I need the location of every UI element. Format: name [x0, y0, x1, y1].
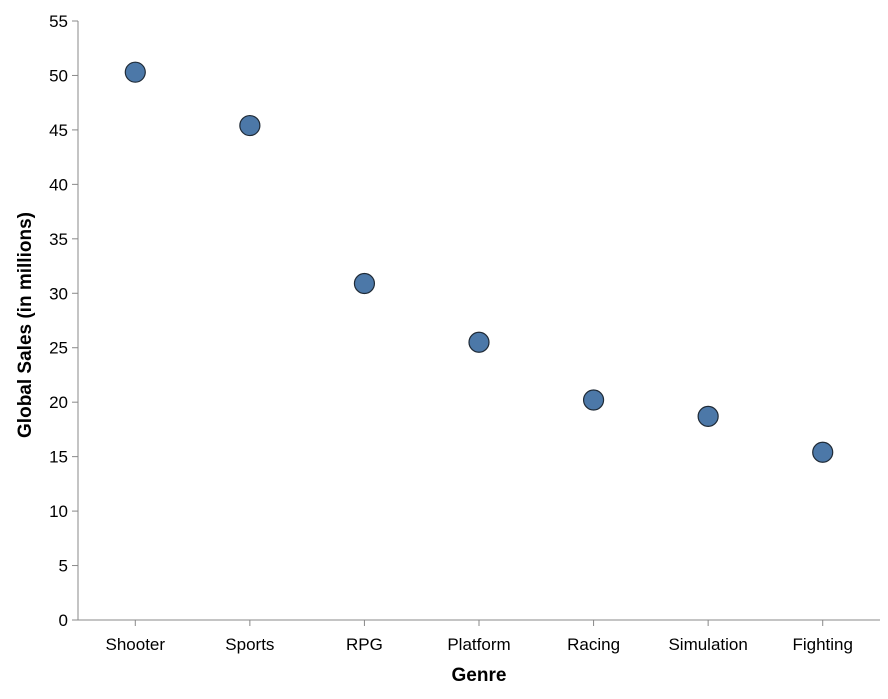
y-tick-label: 25: [49, 339, 68, 358]
x-tick-label: Fighting: [792, 635, 852, 654]
data-point-platform: [468, 331, 490, 353]
x-axis: Shooter Sports RPG Platform Racing Simulation…: [78, 619, 880, 654]
x-tick-label: Platform: [447, 635, 510, 654]
y-tick-label: 45: [49, 121, 68, 140]
x-tick-label: Sports: [225, 635, 274, 654]
y-tick-label: 0: [59, 611, 68, 630]
data-point-rpg: [353, 272, 376, 295]
y-tick-label: 20: [49, 393, 68, 412]
data-point-shooter: [124, 61, 146, 83]
y-tick-label: 15: [49, 448, 68, 467]
x-tick-label: RPG: [346, 635, 383, 654]
y-tick-label: 50: [49, 66, 68, 85]
x-axis-title: Genre: [452, 665, 507, 686]
y-tick-label: 55: [49, 12, 68, 31]
y-axis: 0 5 10 15 20 25 30 35 40 45 50 55: [49, 12, 79, 630]
y-tick-label: 40: [49, 175, 68, 194]
y-axis-title: Global Sales (in millions): [15, 212, 36, 438]
data-points: [124, 61, 834, 463]
data-point-sports: [239, 114, 261, 137]
x-tick-label: Racing: [567, 635, 620, 654]
x-tick-label: Simulation: [668, 635, 747, 654]
data-point-simulation: [697, 405, 719, 427]
y-tick-label: 30: [49, 284, 68, 303]
data-point-racing: [582, 389, 605, 411]
y-tick-label: 5: [59, 557, 68, 576]
y-tick-label: 10: [49, 502, 68, 521]
data-point-fighting: [812, 441, 834, 463]
x-tick-label: Shooter: [106, 635, 166, 654]
y-tick-label: 35: [49, 230, 68, 249]
